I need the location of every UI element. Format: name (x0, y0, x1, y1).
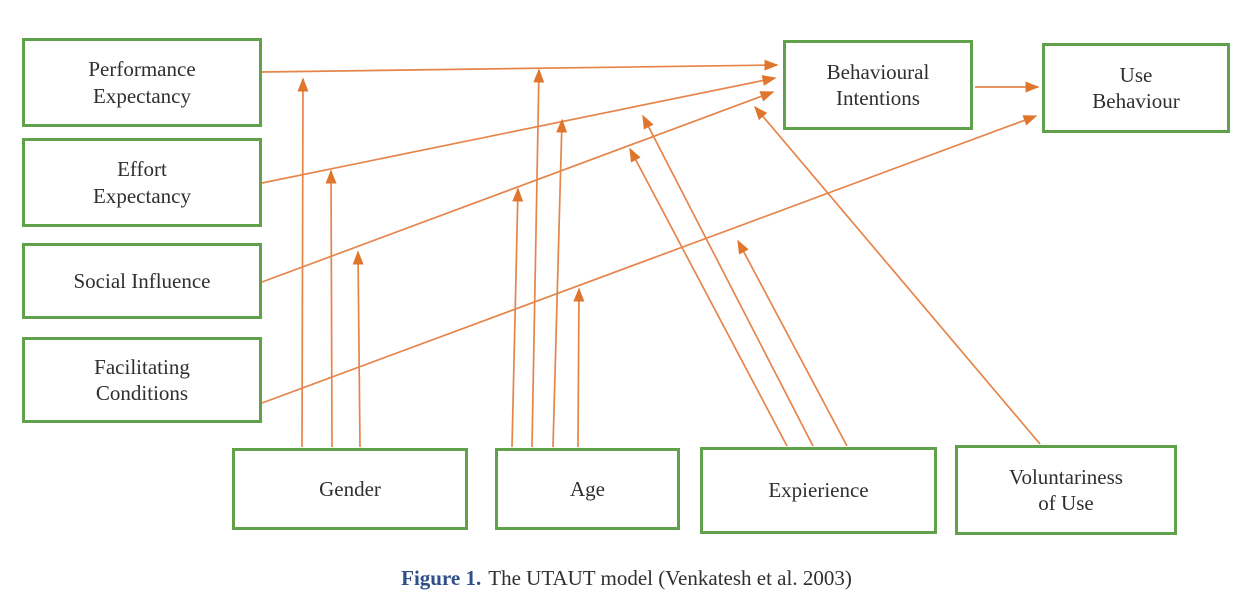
node-label: Facilitating Conditions (94, 354, 190, 405)
node-label: Gender (319, 476, 381, 501)
node-label: Behavioural Intentions (826, 59, 930, 110)
node-voluntariness-of-use: Voluntariness of Use (955, 445, 1177, 535)
node-social-influence: Social Influence (22, 243, 262, 319)
arrow-age-to-facilitating-link (573, 287, 585, 448)
arrow-effort-to-intentions (261, 75, 777, 184)
node-age: Age (495, 448, 680, 530)
arrow-age-to-performance-link (531, 68, 545, 448)
arrow-age-to-social-link (511, 187, 524, 448)
node-experience: Expierience (700, 447, 937, 534)
arrow-gender-to-social-link (352, 250, 364, 448)
arrow-voluntariness-to-social-link (754, 105, 1041, 445)
arrow-gender-to-effort-link (325, 169, 337, 448)
node-label: Age (570, 476, 605, 501)
node-behavioural-intentions: Behavioural Intentions (783, 40, 973, 130)
figure-caption: Figure 1. The UTAUT model (Venkatesh et a… (0, 566, 1253, 591)
node-label: Use Behaviour (1092, 62, 1180, 113)
node-label: Expierience (768, 478, 869, 503)
node-effort-expectancy: Effort Expectancy (22, 138, 262, 227)
node-use-behaviour: Use Behaviour (1042, 43, 1230, 133)
node-performance-expectancy: Performance Expectancy (22, 38, 262, 127)
node-label: Social Influence (73, 268, 211, 293)
arrow-experience-to-facilitating-link (737, 239, 848, 447)
arrow-age-to-effort-link (552, 118, 568, 448)
arrow-social-to-intentions (261, 91, 775, 283)
arrow-experience-to-effort-link (642, 114, 814, 447)
node-label: Effort Expectancy (93, 157, 191, 208)
arrow-facilitating-to-use-behaviour (261, 115, 1038, 404)
node-label: Voluntariness of Use (1009, 464, 1123, 515)
arrow-gender-to-performance-link (297, 77, 309, 448)
figure-caption-text: The UTAUT model (Venkatesh et al. 2003) (488, 566, 852, 590)
node-gender: Gender (232, 448, 468, 530)
node-label: Performance Expectancy (88, 57, 196, 108)
node-facilitating-conditions: Facilitating Conditions (22, 337, 262, 423)
arrow-experience-to-social-link (629, 147, 788, 447)
figure-caption-label: Figure 1. (401, 566, 482, 590)
arrow-performance-to-intentions (261, 59, 779, 73)
